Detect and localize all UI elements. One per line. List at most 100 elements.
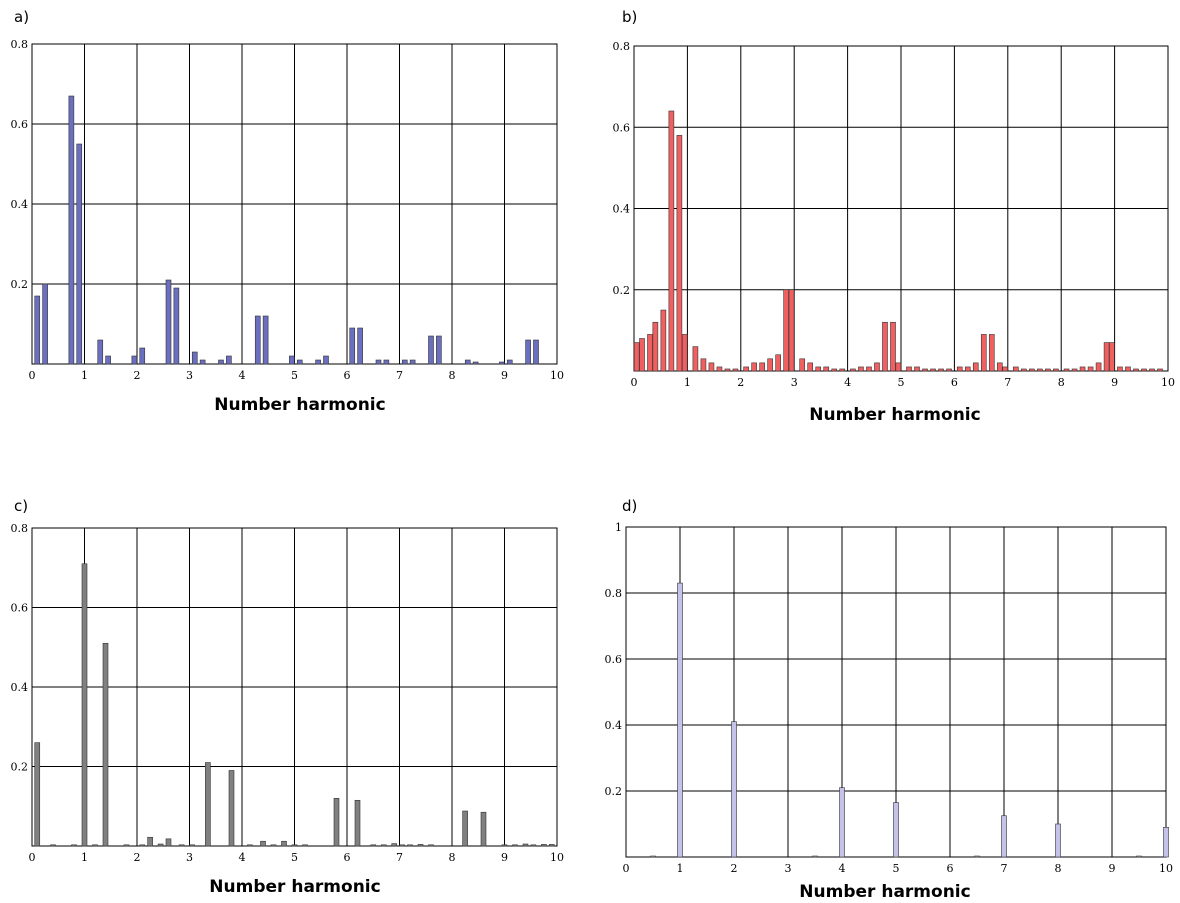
x-tick-label: 5 bbox=[893, 862, 900, 875]
bar bbox=[1141, 368, 1147, 372]
x-tick-label: 6 bbox=[344, 369, 351, 382]
x-tick-label: 9 bbox=[1109, 862, 1116, 875]
bar bbox=[436, 335, 442, 365]
bar bbox=[522, 843, 529, 847]
x-tick-label: 5 bbox=[898, 376, 905, 389]
x-tick-label: 1 bbox=[81, 369, 88, 382]
x-tick-label: 3 bbox=[186, 369, 193, 382]
bar bbox=[1037, 368, 1043, 372]
bar bbox=[1013, 366, 1019, 372]
x-tick-label: 2 bbox=[731, 862, 738, 875]
x-tick-label: 8 bbox=[1058, 376, 1065, 389]
bar bbox=[399, 844, 405, 847]
x-tick-label: 2 bbox=[134, 851, 141, 864]
x-tick-label: 9 bbox=[501, 851, 508, 864]
bar bbox=[1071, 368, 1078, 372]
bar bbox=[1029, 368, 1035, 372]
bar bbox=[548, 844, 555, 847]
bar bbox=[254, 315, 261, 365]
bar bbox=[708, 362, 715, 372]
x-axis-label-d: Number harmonic bbox=[799, 882, 971, 902]
bar bbox=[226, 355, 232, 365]
bar bbox=[807, 362, 814, 372]
y-tick-label: 1 bbox=[615, 521, 622, 534]
bar bbox=[383, 359, 390, 365]
bar bbox=[105, 355, 111, 365]
bar bbox=[974, 855, 980, 858]
bar bbox=[639, 338, 645, 372]
chart-b: 0 1 2 3 4 5 6 7 8 9 10 0.2 0.4 0.6 0.8 bbox=[613, 40, 1176, 389]
x-tick-label: 3 bbox=[791, 376, 798, 389]
bar bbox=[541, 844, 547, 847]
bar bbox=[895, 362, 902, 372]
bar bbox=[660, 309, 667, 372]
bar bbox=[724, 368, 731, 372]
bar bbox=[839, 368, 846, 372]
x-tick-label: 6 bbox=[947, 862, 954, 875]
bar bbox=[262, 315, 269, 365]
bar bbox=[1002, 366, 1008, 372]
bar bbox=[633, 342, 640, 372]
bar bbox=[42, 283, 48, 365]
x-tick-label: 1 bbox=[677, 862, 684, 875]
bar bbox=[102, 642, 109, 847]
bar bbox=[743, 366, 749, 372]
bar bbox=[1149, 368, 1155, 372]
y-tick-label: 0.2 bbox=[11, 761, 29, 774]
x-tick-label: 0 bbox=[623, 862, 630, 875]
x-tick-label: 2 bbox=[737, 376, 744, 389]
bar bbox=[354, 799, 361, 847]
chart-a: 0 1 2 3 4 5 6 7 8 9 10 0.2 0.4 0.6 0.8 bbox=[11, 38, 565, 382]
y-tick-label: 0.8 bbox=[11, 38, 29, 51]
bar bbox=[81, 563, 88, 847]
bar bbox=[157, 843, 164, 847]
y-tick-label: 0.4 bbox=[11, 681, 29, 694]
bar bbox=[866, 366, 872, 372]
x-axis-label-a: Number harmonic bbox=[214, 395, 386, 415]
y-tick-label: 0.2 bbox=[11, 278, 29, 291]
y-tick-label: 0.4 bbox=[613, 203, 631, 216]
y-tick-label: 0.6 bbox=[613, 121, 631, 134]
x-tick-label: 3 bbox=[785, 862, 792, 875]
bar bbox=[178, 844, 185, 847]
bar bbox=[407, 844, 413, 847]
bar bbox=[930, 368, 936, 372]
bar bbox=[650, 855, 656, 858]
bar bbox=[914, 366, 920, 372]
panel-label-c: c) bbox=[14, 497, 29, 515]
bar bbox=[380, 844, 387, 847]
bar bbox=[956, 366, 963, 372]
bar bbox=[123, 844, 130, 847]
bar bbox=[76, 143, 83, 365]
bar bbox=[1125, 366, 1131, 372]
bar bbox=[946, 368, 952, 372]
bar bbox=[131, 355, 138, 365]
bar bbox=[472, 361, 479, 365]
bar bbox=[1087, 366, 1094, 372]
bar bbox=[775, 354, 781, 372]
bar bbox=[1055, 823, 1061, 858]
bar bbox=[1079, 366, 1086, 372]
bar bbox=[480, 811, 487, 847]
bar bbox=[506, 359, 513, 365]
bar bbox=[97, 339, 104, 365]
x-tick-label: 7 bbox=[1004, 376, 1011, 389]
bar bbox=[401, 359, 408, 365]
bar bbox=[647, 334, 653, 372]
x-tick-label: 5 bbox=[291, 851, 298, 864]
bar bbox=[823, 366, 830, 372]
bar bbox=[700, 358, 707, 372]
chart-c: 0 1 2 3 4 5 6 7 8 9 10 0.2 0.4 0.6 0.8 bbox=[11, 522, 565, 864]
bar bbox=[417, 844, 424, 847]
x-tick-label: 8 bbox=[449, 369, 456, 382]
bar bbox=[1133, 368, 1139, 372]
x-tick-label: 6 bbox=[951, 376, 958, 389]
x-tick-label: 8 bbox=[1055, 862, 1062, 875]
x-tick-label: 10 bbox=[1159, 862, 1173, 875]
bar bbox=[882, 321, 888, 372]
y-tick-label: 0.2 bbox=[613, 284, 631, 297]
x-tick-label: 10 bbox=[550, 851, 564, 864]
bar bbox=[357, 327, 363, 365]
bar bbox=[199, 359, 206, 365]
x-tick-label: 4 bbox=[844, 376, 851, 389]
